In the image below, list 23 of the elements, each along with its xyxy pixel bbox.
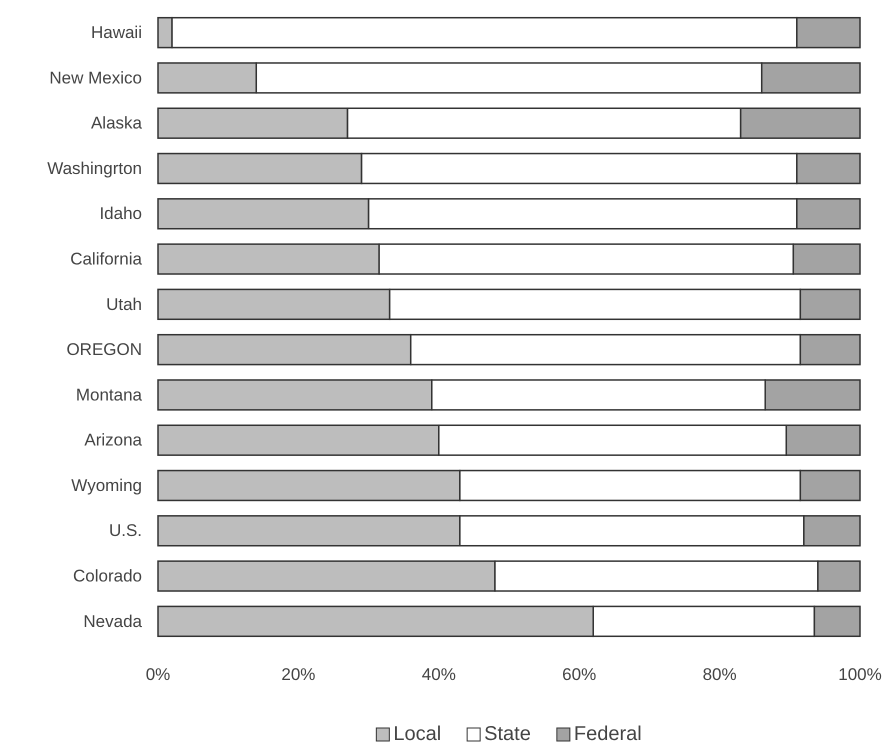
y-tick-label: Wyoming — [71, 476, 142, 495]
y-tick-label: Hawaii — [90, 23, 142, 42]
y-tick-label: Alaska — [90, 114, 143, 133]
y-tick-label: Idaho — [99, 204, 142, 224]
y-tick-label: U.S. — [108, 521, 142, 540]
x-tick-label: 20% — [281, 665, 316, 684]
legend-label: State — [484, 723, 531, 745]
y-tick-label: OREGON — [66, 340, 142, 360]
x-tick-label: 40% — [422, 665, 456, 684]
y-tick-label: Arizona — [84, 430, 143, 450]
x-tick-label: 100% — [838, 665, 882, 684]
y-tick-label: Colorado — [73, 566, 142, 586]
y-tick-label: Montana — [76, 385, 143, 404]
x-tick-label: 80% — [702, 665, 737, 684]
y-tick-label: Nevada — [83, 612, 143, 631]
y-tick-label: Utah — [106, 294, 142, 314]
x-tick-label: 0% — [146, 665, 170, 684]
y-tick-label: Washingrton — [47, 158, 142, 178]
legend-label: Local — [393, 723, 442, 745]
x-tick-label: 60% — [562, 665, 596, 684]
legend-label: Federal — [574, 723, 642, 745]
y-tick-label: New Mexico — [49, 68, 142, 88]
y-tick-label: California — [70, 250, 143, 269]
